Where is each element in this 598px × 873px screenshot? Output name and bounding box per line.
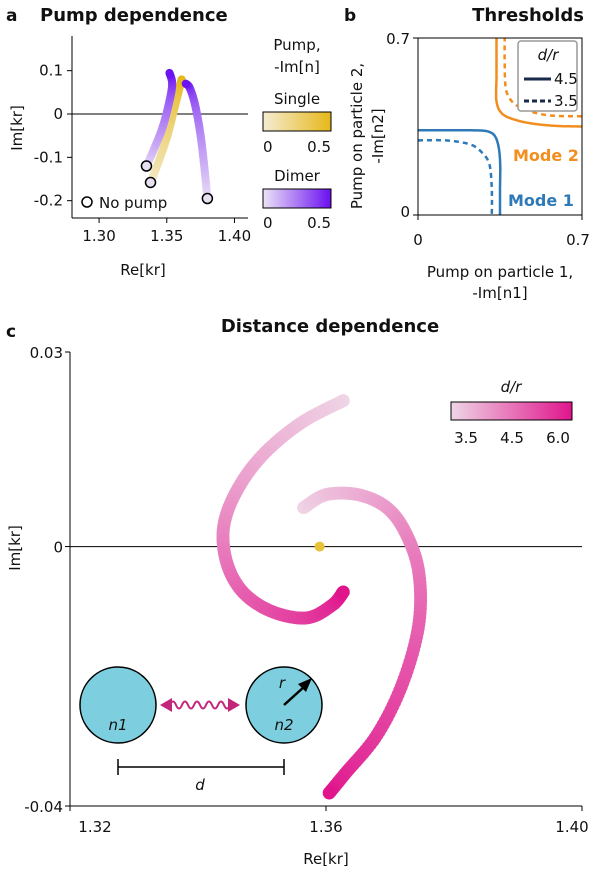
colorbar-tick: 0 (263, 138, 273, 156)
x-tick-label: 0.7 (566, 231, 590, 249)
y-axis-label: Im[kr] (8, 105, 26, 151)
colorbar-tick: 0.5 (307, 138, 331, 156)
panel-b-title: Thresholds (472, 5, 584, 26)
threshold-line (418, 128, 502, 215)
panel-c-letter: c (6, 322, 16, 342)
mode-2-label: Mode 2 (513, 146, 579, 165)
distance-label: d (195, 776, 205, 794)
colorbar-dimer-label: Dimer (274, 167, 321, 185)
radius-arrow (283, 685, 306, 706)
schematic-inset: n1 n2 r d (79, 666, 323, 794)
x-tick-label: 1.35 (150, 227, 183, 245)
radius-arrow-head (298, 678, 312, 692)
colorbar-tick: 4.5 (500, 429, 524, 447)
colorbar-single (262, 111, 332, 132)
panel-a: a Pump dependence No pump 1.30 1.35 1.40 0.1 0 -… (6, 5, 332, 279)
interaction-wave (169, 700, 231, 710)
x-axis-label: Pump on particle 1, (427, 263, 573, 281)
colorbar-tick: 0.5 (307, 214, 331, 232)
plot-frame (417, 37, 583, 216)
panel-a-letter: a (6, 6, 17, 26)
panel-b-letter: b (344, 6, 356, 26)
colorbar-title: Pump, (273, 36, 320, 54)
x-tick-label: 0 (413, 231, 423, 249)
legend-box (517, 40, 578, 112)
colorbar-single-label: Single (274, 90, 320, 108)
x-axis-label: -Im[n1] (472, 284, 527, 302)
x-tick-label: 1.36 (309, 818, 342, 836)
no-pump-marker (201, 192, 214, 205)
legend-title: d/r (538, 46, 560, 64)
y-tick-label: 0 (53, 539, 63, 557)
y-axis-label: -Im[n2] (369, 108, 387, 163)
legend-label: 3.5 (554, 92, 578, 110)
colorbar-dimer (262, 188, 332, 209)
colorbar (450, 401, 573, 421)
radius-label: r (279, 674, 286, 692)
panel-b: b Thresholds 0 0.7 0 0.7 Pump on particle 1, -I… (344, 5, 590, 302)
y-tick-label: 0.03 (30, 344, 63, 362)
particle-1 (79, 666, 157, 744)
panel-c: c Distance dependence 1.32 1.36 1.40 0.03 0 -0.… (6, 316, 589, 868)
threshold-line (503, 38, 582, 118)
colorbar-tick: 3.5 (454, 429, 478, 447)
particle-1-label: n1 (108, 716, 127, 734)
y-tick-label: -0.04 (24, 798, 63, 816)
x-axis-label: Re[kr] (120, 261, 166, 279)
no-pump-marker (144, 176, 157, 189)
y-tick-label: 0 (400, 203, 410, 221)
single-particle-point (314, 541, 325, 552)
x-tick-label: 1.32 (78, 818, 111, 836)
x-tick-label: 1.30 (82, 227, 115, 245)
panel-c-title: Distance dependence (221, 316, 439, 337)
x-axis-label: Re[kr] (303, 850, 349, 868)
mode-1-label: Mode 1 (508, 191, 574, 210)
legend-label: 4.5 (554, 70, 578, 88)
y-tick-label: -0.2 (34, 192, 63, 210)
distance-point (322, 786, 336, 800)
y-tick-label: 0 (53, 105, 63, 123)
y-tick-label: 0.7 (386, 30, 410, 48)
colorbar-title: -Im[n] (274, 58, 320, 76)
threshold-line (494, 38, 582, 128)
colorbar-tick: 6.0 (546, 429, 570, 447)
interaction-arrow-left (160, 698, 172, 712)
y-tick-label: -0.1 (34, 148, 63, 166)
colorbar-tick: 0 (263, 214, 273, 232)
legend-label: No pump (99, 194, 167, 212)
threshold-line (418, 138, 494, 215)
distance-point (336, 585, 350, 599)
y-axis-label: Pump on particle 2, (348, 63, 366, 209)
no-pump-marker (140, 160, 153, 172)
y-axis-label: Im[kr] (6, 525, 24, 571)
legend-marker (81, 196, 93, 208)
particle-2-label: n2 (274, 716, 293, 734)
y-tick-label: 0.1 (39, 62, 63, 80)
x-tick-label: 1.40 (555, 818, 588, 836)
threshold-curves (418, 38, 582, 215)
panel-a-title: Pump dependence (40, 5, 228, 26)
colorbar-title: d/r (501, 378, 523, 396)
x-tick-label: 1.40 (218, 227, 251, 245)
interaction-arrow-right (228, 698, 240, 712)
